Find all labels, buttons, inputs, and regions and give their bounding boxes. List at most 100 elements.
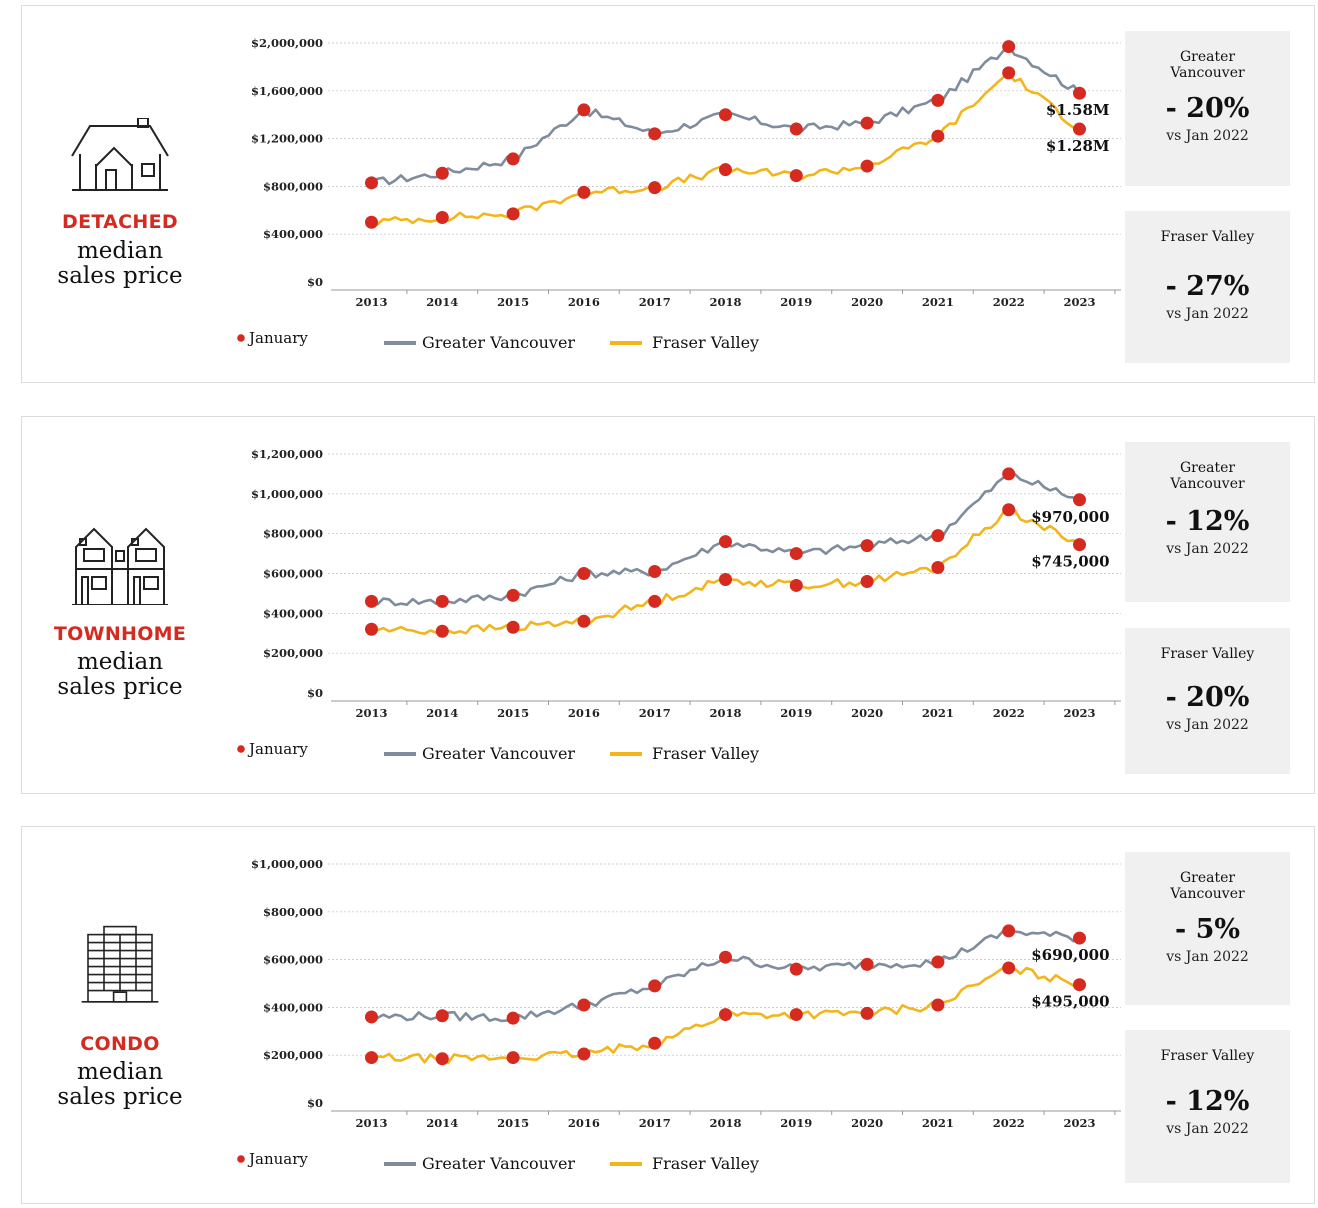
box-title-line2: Vancouver xyxy=(1170,476,1245,492)
legend-fv-label: Fraser Valley xyxy=(652,333,759,352)
category-label: CONDO xyxy=(80,1033,160,1055)
gv-change-box: Greater Vancouver - 12% vs Jan 2022 xyxy=(1125,442,1290,602)
y-tick-label: $1,200,000 xyxy=(251,447,323,461)
box-title-line1: Fraser Valley xyxy=(1160,1048,1255,1064)
condo-price-chart: $0 $200,000 $400,000 $600,000 $800,000 $1,000… xyxy=(237,857,1121,1173)
category-block: DETACHED median sales price xyxy=(22,6,218,382)
january-marker xyxy=(931,955,945,969)
legend-january-dot xyxy=(237,334,245,342)
january-marker xyxy=(506,152,520,166)
category-subtitle-1: median xyxy=(76,649,164,675)
january-marker xyxy=(577,185,591,199)
box-vs-label: vs Jan 2022 xyxy=(1166,541,1249,557)
january-marker xyxy=(860,574,874,588)
x-tick-label: 2014 xyxy=(426,706,458,720)
january-marker xyxy=(719,108,732,122)
box-vs-label: vs Jan 2022 xyxy=(1166,949,1249,965)
y-tick-label: $400,000 xyxy=(263,1000,323,1014)
x-tick-label: 2017 xyxy=(639,706,671,720)
x-tick-label: 2023 xyxy=(1063,706,1095,720)
january-marker xyxy=(577,567,591,580)
x-tick-label: 2016 xyxy=(568,706,600,720)
box-title-line1: Greater xyxy=(1179,460,1236,476)
box-title-line2: Vancouver xyxy=(1170,886,1245,902)
category-label: TOWNHOME xyxy=(53,623,187,645)
x-tick-label: 2021 xyxy=(922,706,954,720)
category-subtitle-2: sales price xyxy=(57,674,183,700)
box-title-line2: Vancouver xyxy=(1170,65,1245,81)
box-percent: - 20% xyxy=(1165,682,1250,713)
january-marker xyxy=(789,578,803,592)
x-tick-label: 2019 xyxy=(780,1116,812,1130)
x-tick-label: 2016 xyxy=(568,295,600,309)
january-marker xyxy=(577,998,591,1012)
january-marker xyxy=(931,561,945,575)
end-value-label: $970,000 xyxy=(1031,508,1109,526)
category-subtitle-1: median xyxy=(76,1059,164,1085)
x-tick-label: 2014 xyxy=(426,1116,458,1130)
legend-january-label: January xyxy=(247,329,308,347)
january-marker xyxy=(1073,122,1086,136)
legend-fv-label: Fraser Valley xyxy=(652,1154,759,1173)
y-tick-label: $1,600,000 xyxy=(251,84,323,98)
townhouse-icon xyxy=(72,527,168,605)
x-tick-label: 2022 xyxy=(993,1116,1025,1130)
y-tick-label: $1,200,000 xyxy=(251,132,323,146)
january-marker xyxy=(1002,40,1016,54)
y-tick-label: $800,000 xyxy=(263,179,323,193)
x-tick-label: 2023 xyxy=(1063,295,1095,309)
fv-change-box: Fraser Valley - 27% vs Jan 2022 xyxy=(1125,211,1290,363)
townhome-panel: TOWNHOME median sales price $0 $200,000 $4… xyxy=(21,416,1315,794)
category-block: TOWNHOME median sales price xyxy=(22,417,218,793)
fv-change-box: Fraser Valley - 20% vs Jan 2022 xyxy=(1125,628,1290,774)
january-marker xyxy=(577,1047,591,1061)
box-percent: - 12% xyxy=(1165,506,1250,537)
january-marker xyxy=(931,529,945,543)
x-tick-label: 2021 xyxy=(922,1116,954,1130)
y-tick-label: $200,000 xyxy=(263,646,323,660)
x-tick-label: 2022 xyxy=(993,706,1025,720)
category-block: CONDO median sales price xyxy=(22,827,218,1203)
x-tick-label: 2017 xyxy=(639,1116,671,1130)
x-tick-label: 2014 xyxy=(426,295,458,309)
january-marker xyxy=(577,614,591,628)
fv-series-line xyxy=(371,508,1081,635)
y-tick-label: $2,000,000 xyxy=(251,36,323,50)
january-marker xyxy=(506,588,520,602)
end-value-label: $1.58M xyxy=(1046,101,1110,119)
y-tick-label: $1,000,000 xyxy=(251,487,323,501)
box-percent: - 12% xyxy=(1165,1086,1250,1117)
box-percent: - 27% xyxy=(1165,271,1250,302)
january-marker xyxy=(435,624,449,638)
january-marker xyxy=(719,950,732,964)
january-marker xyxy=(789,169,803,183)
january-marker xyxy=(435,594,449,608)
legend-fv-label: Fraser Valley xyxy=(652,744,759,763)
fv-series-line xyxy=(371,71,1080,226)
january-marker xyxy=(648,979,662,993)
january-marker xyxy=(789,962,803,976)
x-tick-label: 2018 xyxy=(709,295,741,309)
box-vs-label: vs Jan 2022 xyxy=(1166,1121,1249,1137)
x-tick-label: 2013 xyxy=(355,1116,387,1130)
category-subtitle-2: sales price xyxy=(57,263,183,289)
january-marker xyxy=(435,1052,449,1066)
january-marker xyxy=(1002,924,1016,938)
box-vs-label: vs Jan 2022 xyxy=(1166,128,1249,144)
january-marker xyxy=(435,210,449,224)
y-tick-label: $200,000 xyxy=(263,1048,323,1062)
january-marker xyxy=(1073,978,1086,992)
january-marker xyxy=(577,103,591,117)
box-percent: - 5% xyxy=(1174,914,1241,945)
gv-change-box: Greater Vancouver - 20% vs Jan 2022 xyxy=(1125,31,1290,186)
box-title-line1: Fraser Valley xyxy=(1160,646,1255,662)
january-marker xyxy=(506,1051,520,1065)
end-value-label: $495,000 xyxy=(1031,993,1109,1011)
january-marker xyxy=(506,1011,520,1025)
january-marker xyxy=(648,127,662,141)
y-tick-label: $800,000 xyxy=(263,905,323,919)
fv-change-box: Fraser Valley - 12% vs Jan 2022 xyxy=(1125,1030,1290,1183)
legend-january-label: January xyxy=(247,740,308,758)
detached-panel: DETACHED median sales price $0 $400,000 $8… xyxy=(21,5,1315,383)
x-tick-label: 2015 xyxy=(497,706,529,720)
